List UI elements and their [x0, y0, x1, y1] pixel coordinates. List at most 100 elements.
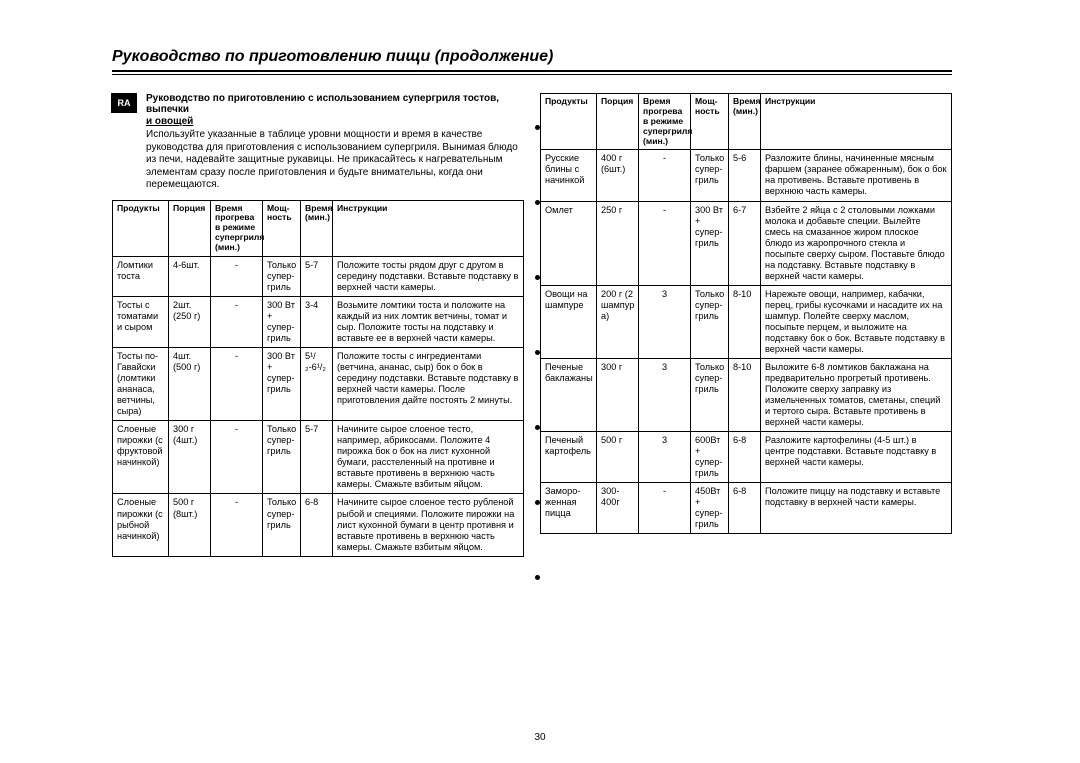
th-power: Мощ- ность	[691, 94, 729, 150]
cell-time: 5-7	[301, 421, 333, 494]
cell-instructions: Положите тосты с ингредиентами (ветчина,…	[333, 348, 524, 421]
cell-time: 5-6	[729, 150, 761, 201]
th-warmup: Время прогрева в режиме супергриля (мин.…	[639, 94, 691, 150]
cell-product: Ломтики тоста	[113, 256, 169, 296]
cell-portion: 300 г (4шт.)	[169, 421, 211, 494]
table-row: Тосты с томатами и сыром2шт. (250 г)-300…	[113, 296, 524, 347]
title-rule-bold	[112, 70, 952, 72]
th-instructions: Инструкции	[333, 200, 524, 256]
cell-instructions: Начините сырое слоеное тесто, например, …	[333, 421, 524, 494]
table-row: Тосты по-Гавайски (ломтики ананаса, ветч…	[113, 348, 524, 421]
table-row: Слоеные пирожки (с фруктовой начинкой)30…	[113, 421, 524, 494]
cell-instructions: Выложите 6-8 ломтиков баклажана на предв…	[761, 358, 952, 431]
table-row: Печеные баклажаны300 г3Только супер-грил…	[541, 358, 952, 431]
cell-product: Печеный картофель	[541, 432, 597, 483]
cell-portion: 2шт. (250 г)	[169, 296, 211, 347]
cell-warmup: -	[211, 256, 263, 296]
cell-time: 6-8	[729, 483, 761, 534]
cell-warmup: -	[211, 296, 263, 347]
table-row: Слоеные пирожки (с рыбной начинкой)500 г…	[113, 494, 524, 556]
ra-tab: RA	[111, 93, 137, 113]
page-number: 30	[0, 732, 1080, 743]
left-column: Руководство по приготовлению с использов…	[112, 93, 524, 557]
cell-power: 300 Вт + супер-гриль	[263, 348, 301, 421]
cooking-table-right: Продукты Порция Время прогрева в режиме …	[540, 93, 952, 534]
table-row: Заморо-женная пицца300-400г-450Вт + супе…	[541, 483, 952, 534]
cell-product: Русские блины с начинкой	[541, 150, 597, 201]
cell-product: Омлет	[541, 201, 597, 285]
th-warmup: Время прогрева в режиме супергриля (мин.…	[211, 200, 263, 256]
title-rule-thin	[112, 74, 952, 75]
th-time: Время (мин.)	[301, 200, 333, 256]
cell-instructions: Взбейте 2 яйца с 2 столовыми ложками мол…	[761, 201, 952, 285]
title-block: Руководство по приготовлению пищи (продо…	[112, 48, 952, 75]
cell-product: Печеные баклажаны	[541, 358, 597, 431]
th-product: Продукты	[113, 200, 169, 256]
intro-block: Руководство по приготовлению с использов…	[146, 93, 524, 192]
cell-product: Тосты по-Гавайски (ломтики ананаса, ветч…	[113, 348, 169, 421]
cell-instructions: Разложите блины, начиненные мясным фарше…	[761, 150, 952, 201]
cell-power: Только супер-гриль	[691, 150, 729, 201]
cell-portion: 4шт. (500 г)	[169, 348, 211, 421]
cell-power: 450Вт + супер-гриль	[691, 483, 729, 534]
th-instructions: Инструкции	[761, 94, 952, 150]
intro-subheading: и овощей	[146, 116, 524, 127]
cell-power: 300 Вт + супер-гриль	[263, 296, 301, 347]
cell-warmup: -	[211, 494, 263, 556]
cell-warmup: -	[211, 348, 263, 421]
th-portion: Порция	[169, 200, 211, 256]
cell-time: 6-7	[729, 201, 761, 285]
intro-text: Используйте указанные в таблице уровни м…	[146, 129, 524, 192]
cell-instructions: Разложите картофелины (4-5 шт.) в центре…	[761, 432, 952, 483]
cell-time: 8-10	[729, 358, 761, 431]
table-row: Русские блины с начинкой400 г (6шт.)-Тол…	[541, 150, 952, 201]
cell-time: 6-8	[301, 494, 333, 556]
table-row: Омлет250 г-300 Вт + супер-гриль6-7Взбейт…	[541, 201, 952, 285]
cell-power: 600Вт + супер-гриль	[691, 432, 729, 483]
right-column: Продукты Порция Время прогрева в режиме …	[540, 93, 952, 557]
cell-portion: 250 г	[597, 201, 639, 285]
cell-warmup: -	[211, 421, 263, 494]
cell-time: 6-8	[729, 432, 761, 483]
cell-instructions: Положите тосты рядом друг с другом в сер…	[333, 256, 524, 296]
binding-dots	[535, 125, 543, 580]
cell-time: 8-10	[729, 285, 761, 358]
cell-portion: 500 г (8шт.)	[169, 494, 211, 556]
cell-instructions: Нарежьте овощи, например, кабачки, перец…	[761, 285, 952, 358]
cell-warmup: -	[639, 483, 691, 534]
table-header-row: Продукты Порция Время прогрева в режиме …	[113, 200, 524, 256]
cell-warmup: -	[639, 201, 691, 285]
cell-power: Только супер-гриль	[263, 494, 301, 556]
cell-product: Тосты с томатами и сыром	[113, 296, 169, 347]
cell-product: Заморо-женная пицца	[541, 483, 597, 534]
cell-product: Слоеные пирожки (с фруктовой начинкой)	[113, 421, 169, 494]
cooking-table-left: Продукты Порция Время прогрева в режиме …	[112, 200, 524, 557]
cell-power: Только супер-гриль	[263, 256, 301, 296]
page: Руководство по приготовлению пищи (продо…	[112, 48, 952, 557]
cell-portion: 400 г (6шт.)	[597, 150, 639, 201]
table-header-row: Продукты Порция Время прогрева в режиме …	[541, 94, 952, 150]
table-row: Овощи на шампуре200 г (2 шампур а)3Тольк…	[541, 285, 952, 358]
page-title: Руководство по приготовлению пищи (продо…	[112, 48, 952, 66]
table-row: Печеный картофель500 г3600Вт + супер-гри…	[541, 432, 952, 483]
cell-portion: 300-400г	[597, 483, 639, 534]
cell-power: Только супер-гриль	[263, 421, 301, 494]
cell-time: 3-4	[301, 296, 333, 347]
th-power: Мощ- ность	[263, 200, 301, 256]
th-time: Время (мин.)	[729, 94, 761, 150]
th-product: Продукты	[541, 94, 597, 150]
th-portion: Порция	[597, 94, 639, 150]
cell-product: Овощи на шампуре	[541, 285, 597, 358]
cell-product: Слоеные пирожки (с рыбной начинкой)	[113, 494, 169, 556]
intro-heading: Руководство по приготовлению с использов…	[146, 93, 524, 115]
cell-time: 5-7	[301, 256, 333, 296]
cell-warmup: 3	[639, 432, 691, 483]
cell-warmup: 3	[639, 285, 691, 358]
two-columns: RA Руководство по приготовлению с исполь…	[112, 93, 952, 557]
cell-power: Только супер-гриль	[691, 358, 729, 431]
cell-portion: 4-6шт.	[169, 256, 211, 296]
cell-power: Только супер-гриль	[691, 285, 729, 358]
cell-power: 300 Вт + супер-гриль	[691, 201, 729, 285]
cell-portion: 200 г (2 шампур а)	[597, 285, 639, 358]
cell-instructions: Возьмите ломтики тоста и положите на каж…	[333, 296, 524, 347]
